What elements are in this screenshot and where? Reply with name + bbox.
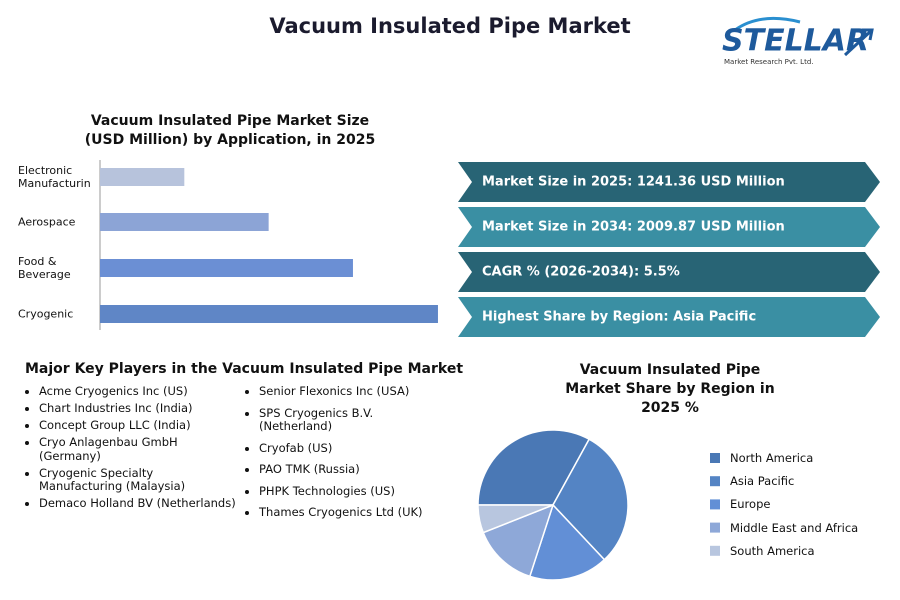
player-item: PAO TMK (Russia) <box>259 462 449 477</box>
legend-swatch <box>710 499 720 510</box>
pie-slice <box>477 504 554 534</box>
category-label: Cryogenic <box>18 307 74 321</box>
player-item: Concept Group LLC (India) <box>39 418 239 433</box>
legend-swatch <box>710 476 720 487</box>
player-item: PHPK Technologies (US) <box>259 484 449 499</box>
stat-text: CAGR % (2026-2034): 5.5% <box>482 265 680 280</box>
bar <box>100 213 269 231</box>
category-label: Food & Beverage <box>18 255 71 281</box>
stat-banner <box>458 297 880 337</box>
players-left: Acme Cryogenics Inc (US) Chart Industries… <box>25 384 239 514</box>
pie-slice <box>528 503 606 581</box>
player-item: Acme Cryogenics Inc (US) <box>39 384 239 399</box>
pie-slice <box>477 429 591 506</box>
logo-arrow <box>843 28 874 57</box>
stat-text: Highest Share by Region: Asia Pacific <box>482 310 756 325</box>
player-item: Chart Industries Inc (India) <box>39 401 239 416</box>
legend-swatch <box>710 545 720 556</box>
pie-slice <box>482 503 555 578</box>
stat-text: Market Size in 2025: 1241.36 USD Million <box>482 175 785 190</box>
player-item: Cryo Anlagenbau GmbH (Germany) <box>39 435 239 463</box>
legend-swatch <box>710 453 720 463</box>
stat-banner <box>458 252 880 292</box>
bar <box>100 168 185 186</box>
legend-label: Middle East and Africa <box>730 520 859 535</box>
category-label: Electronic Manufacturin <box>18 164 91 190</box>
logo-swoosh <box>734 16 801 32</box>
pie-slice <box>552 438 629 561</box>
logo-tagline: Market Research Pvt. Ltd. <box>724 58 814 66</box>
players-title: Major Key Players in the Vacuum Insulate… <box>25 361 464 377</box>
logo-name: STELLAR <box>722 24 869 59</box>
legend-swatch <box>710 522 720 533</box>
pie-chart-title: Vacuum Insulated Pipe Market Share by Re… <box>565 362 775 416</box>
player-item: Cryogenic Specialty Manufacturing (Malay… <box>39 466 239 494</box>
page-title: Vacuum Insulated Pipe Market <box>269 14 631 38</box>
player-item: Senior Flexonics Inc (USA) <box>259 384 449 399</box>
player-item: Demaco Holland BV (Netherlands) <box>39 496 239 511</box>
stat-banner <box>458 162 880 202</box>
stat-banner <box>458 207 880 247</box>
stat-text: Market Size in 2034: 2009.87 USD Million <box>482 220 785 235</box>
legend-label: Asia Pacific <box>730 474 795 489</box>
players-right: Senior Flexonics Inc (USA) SPS Cryogenics… <box>245 384 449 528</box>
player-item: Thames Cryogenics Ltd (UK) <box>259 505 449 520</box>
logo: STELLAR Market Research Pvt. Ltd. <box>722 16 874 66</box>
category-label: Aerospace <box>18 215 76 229</box>
legend-label: North America <box>730 451 814 465</box>
bar-chart-title: Vacuum Insulated Pipe Market Size (USD M… <box>84 113 376 148</box>
legend-label: Europe <box>730 497 771 512</box>
player-item: SPS Cryogenics B.V. (Netherland) <box>259 406 449 434</box>
player-item: Cryofab (US) <box>259 441 449 456</box>
bar <box>100 259 353 277</box>
bar <box>100 305 438 323</box>
legend-label: South America <box>730 543 815 558</box>
